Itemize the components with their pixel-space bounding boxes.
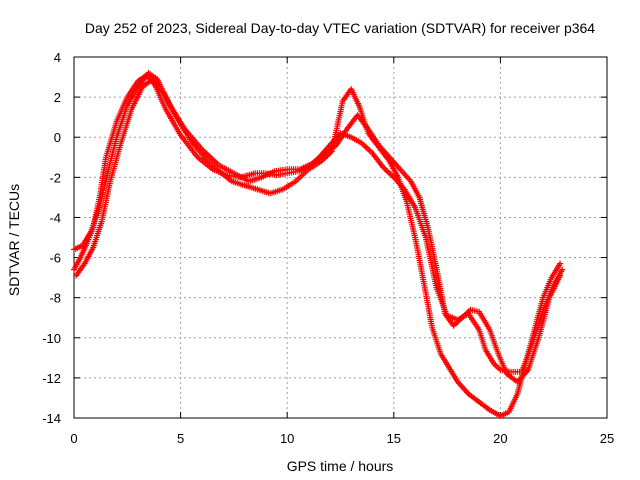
x-tick-label: 15 xyxy=(387,431,401,446)
x-tick-label: 0 xyxy=(70,431,77,446)
y-tick-label: 4 xyxy=(54,50,61,65)
y-tick-label: 0 xyxy=(54,130,61,145)
y-tick-label: -4 xyxy=(49,210,61,225)
y-tick-label: -10 xyxy=(42,331,61,346)
y-axis-label: SDTVAR / TECUs xyxy=(6,184,22,296)
x-axis-label: GPS time / hours xyxy=(287,458,394,474)
y-tick-label: -2 xyxy=(49,170,61,185)
x-tick-label: 25 xyxy=(600,431,614,446)
y-tick-label: -14 xyxy=(42,411,61,426)
series-track-c xyxy=(73,76,564,419)
y-tick-label: -6 xyxy=(49,251,61,266)
data-point xyxy=(559,266,566,273)
y-tick-label: -8 xyxy=(49,291,61,306)
x-tick-label: 10 xyxy=(280,431,294,446)
data-point xyxy=(557,272,564,279)
chart-title: Day 252 of 2023, Sidereal Day-to-day VTE… xyxy=(85,20,595,36)
y-tick-label: 2 xyxy=(54,90,61,105)
x-tick-label: 20 xyxy=(493,431,507,446)
x-tick-label: 5 xyxy=(177,431,184,446)
data-point xyxy=(557,260,564,267)
plot-frame xyxy=(73,56,608,419)
y-tick-label: -12 xyxy=(42,371,61,386)
tick-layer xyxy=(73,56,608,419)
mark-layer xyxy=(71,70,566,419)
